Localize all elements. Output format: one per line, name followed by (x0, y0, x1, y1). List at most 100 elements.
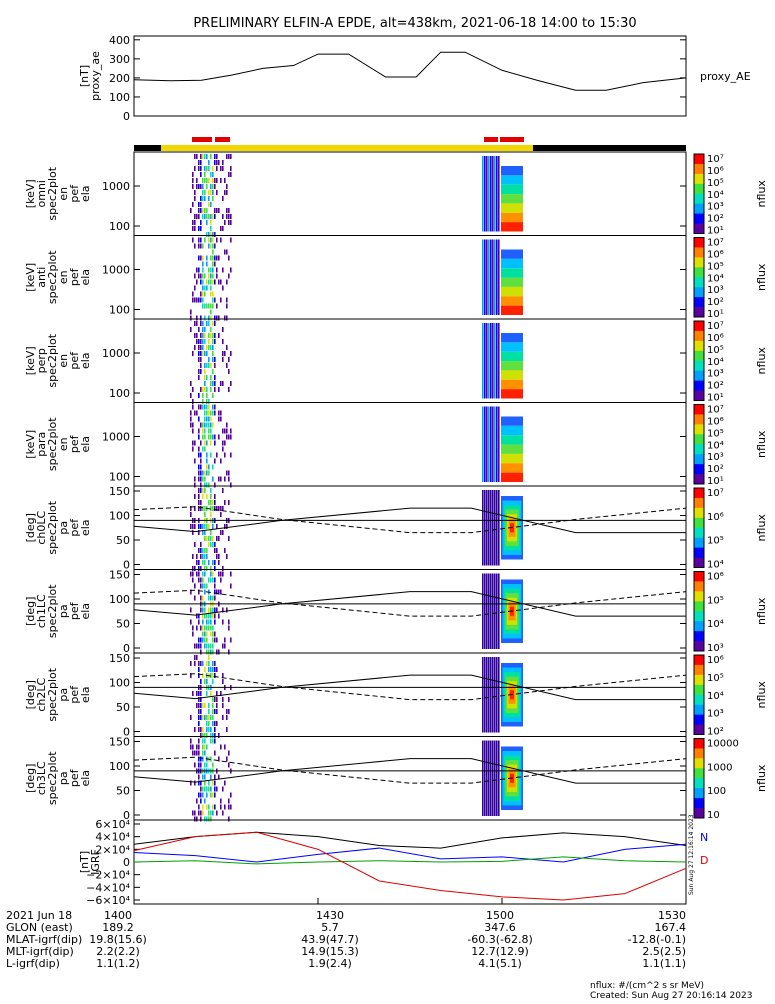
spec-pixel (202, 393, 204, 398)
spec-pixel (200, 577, 202, 583)
spec-pixel (218, 756, 220, 762)
spec-pixel (198, 393, 200, 398)
spec-pixel (200, 208, 202, 213)
spec-pixel (212, 715, 214, 720)
spec-pixel (212, 357, 214, 362)
spec-ylabel-line: pa (57, 521, 70, 535)
spec-pixel (204, 351, 206, 356)
spec-pixel (222, 440, 224, 446)
xaxis-row-value: 1400 (104, 909, 132, 922)
colorbar-tick-label: 10⁶ (707, 416, 724, 427)
colorbar-segment (694, 808, 704, 819)
spec-pixel (228, 697, 230, 702)
spec-pixel (202, 554, 204, 559)
spec-block (501, 305, 523, 315)
spec-pixel (208, 816, 210, 822)
spec-pixel (230, 172, 232, 177)
spec-pixel (202, 327, 204, 332)
spec-pixel (212, 184, 214, 189)
spec-pixel (200, 500, 202, 505)
colorbar-segment (694, 267, 704, 278)
spec-ytick-label: 100 (109, 220, 130, 233)
spec-pixel (222, 607, 224, 613)
spec-pixel (210, 375, 212, 380)
spec-pixel (214, 381, 216, 386)
spec-panel-2: 1000100elapefenspec2plotanti[keV]10⁷10⁶1… (24, 235, 768, 321)
spec-pixel (222, 339, 224, 344)
spec-pixel (208, 214, 210, 219)
spec-pixel (218, 774, 220, 780)
colorbar-segment (694, 788, 704, 799)
spec-pixel (200, 255, 202, 261)
spec-pixel (206, 583, 208, 589)
spec-column (490, 573, 492, 649)
spec-pixel (222, 679, 224, 684)
colorbar-tick-label: 10⁶ (707, 512, 724, 523)
spec-pixel (194, 810, 196, 816)
spec-pixel (198, 208, 200, 213)
spec-ylabel-line: pef (68, 434, 81, 453)
spec-pixel (224, 220, 226, 225)
spec-pixel (206, 214, 208, 219)
spec-pixel (206, 762, 208, 768)
spec-ytick-label: 150 (109, 485, 130, 498)
spec-pixel (204, 363, 206, 368)
colorbar-segment (694, 748, 704, 759)
spec-pixel (210, 428, 212, 434)
spec-pixel (230, 214, 232, 219)
spec-pixel (228, 816, 230, 822)
spec-pixel (202, 673, 204, 678)
spec-pixel (206, 387, 208, 392)
spec-pixel (204, 744, 206, 750)
spec-column (498, 156, 500, 232)
spec-pixel (194, 410, 196, 416)
spec-block (501, 268, 523, 278)
spec-pixel (204, 703, 206, 708)
spec-pixel (212, 476, 214, 482)
spec-pixel (196, 321, 198, 326)
spec-pixel (190, 416, 192, 422)
spec-pixel (214, 786, 216, 792)
spec-pixel (208, 661, 210, 666)
spec-pixel (224, 643, 226, 649)
spec-pixel (202, 261, 204, 267)
spec-column (486, 239, 488, 315)
bar-red-segment (192, 137, 212, 142)
spec-column (498, 239, 500, 315)
colorbar-segment (694, 664, 704, 676)
ae-series-line (133, 51, 687, 91)
spec-ytick-label: 50 (116, 618, 130, 631)
spec-pixel (206, 721, 208, 726)
spec-pixel (220, 506, 222, 511)
spec-pixel (210, 190, 212, 195)
spec-pixel (224, 500, 226, 505)
spec-pixel (218, 733, 220, 738)
spec-column (490, 490, 492, 566)
spec-pixel (216, 709, 218, 714)
spec-pixel (198, 566, 200, 571)
spec-ylabel-line: spec2plot (46, 250, 59, 304)
igrf-ytick-label: 6×10⁴ (95, 818, 130, 831)
spec-pixel (208, 363, 210, 368)
spec-column (484, 156, 486, 232)
spec-pixel (214, 673, 216, 678)
spec-pixel (202, 631, 204, 637)
spec-pixel (194, 226, 196, 231)
spec-pixel (206, 661, 208, 666)
spec-pixel (198, 613, 200, 619)
spec-pixel (202, 715, 204, 720)
spec-pixel (198, 404, 200, 410)
spec-pixel (202, 786, 204, 792)
spec-pixel (218, 255, 220, 261)
spec-pixel (218, 434, 220, 440)
spec-pixel (212, 536, 214, 541)
spec-pixel (198, 237, 200, 243)
spec-pixel (228, 273, 230, 279)
spec-pixel (210, 619, 212, 625)
colorbar-segment (694, 738, 704, 749)
spec-pixel (200, 273, 202, 279)
spec-pixel (220, 476, 222, 482)
spec-pixel (204, 428, 206, 434)
colorbar-segment (694, 527, 704, 539)
